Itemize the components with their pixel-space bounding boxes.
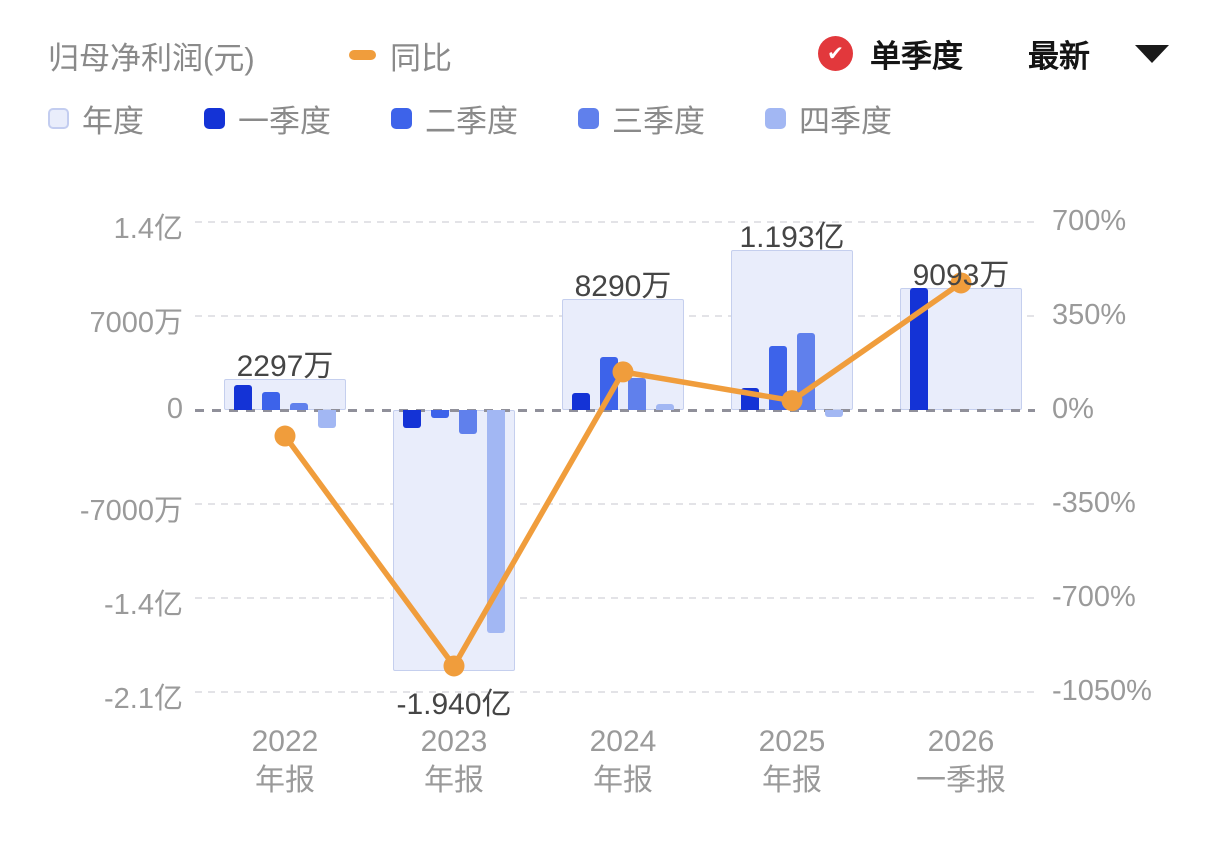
x-axis-year: 2023 (420, 725, 488, 758)
legend-item-q2[interactable]: 二季度 (391, 96, 518, 141)
gridline (195, 221, 1035, 223)
quarter-bar-q1[interactable] (403, 410, 421, 429)
legend-swatch (204, 108, 225, 129)
legend-label: 四季度 (799, 104, 892, 139)
right-axis-tick: -350% (1052, 487, 1136, 519)
quarter-bar-q3[interactable] (290, 402, 308, 410)
right-axis-tick: 700% (1052, 205, 1127, 237)
series-legend: 年度 一季度 二季度 三季度 四季度 (48, 96, 892, 141)
left-axis-tick: -2.1亿 (104, 683, 183, 715)
x-axis-label: 2023 年报 (364, 722, 544, 800)
latest-dropdown[interactable]: 最新 (1028, 31, 1169, 76)
quarter-bar-q1[interactable] (234, 384, 252, 410)
quarter-bar-q2[interactable] (262, 391, 280, 410)
quarter-bar-q4[interactable] (825, 410, 843, 418)
yoy-line-legend-label: 同比 (390, 41, 452, 76)
right-axis-tick: 350% (1052, 299, 1127, 331)
latest-label: 最新 (1028, 39, 1090, 74)
annual-bar[interactable] (731, 249, 853, 410)
legend-swatch (578, 108, 599, 129)
left-axis-tick: 0 (166, 393, 183, 425)
x-axis-label: 2024 年报 (533, 722, 713, 800)
left-axis-tick: 7000万 (89, 307, 183, 339)
annual-value-label: 8290万 (574, 269, 672, 303)
x-axis-period: 年报 (762, 764, 822, 797)
legend-swatch (391, 108, 412, 129)
x-axis-label: 2026 一季报 (871, 722, 1051, 800)
right-axis-tick: 0% (1052, 393, 1094, 425)
quarter-bar-q3[interactable] (459, 410, 477, 435)
x-axis-period: 年报 (255, 764, 315, 797)
legend-item-annual[interactable]: 年度 (48, 96, 144, 141)
legend-item-q3[interactable]: 三季度 (578, 96, 705, 141)
quarter-bar-q1[interactable] (741, 387, 759, 410)
quarter-bar-q4[interactable] (656, 404, 674, 410)
x-axis-period: 年报 (424, 764, 484, 797)
right-axis-tick: -700% (1052, 581, 1136, 613)
quarter-bar-q1[interactable] (572, 392, 590, 410)
gridline (195, 503, 1035, 505)
quarter-bar-q4[interactable] (487, 410, 505, 633)
gridline (195, 597, 1035, 599)
annual-value-label: 9093万 (912, 258, 1010, 292)
quarter-bar-q3[interactable] (797, 333, 815, 410)
annual-value-label: 1.193亿 (739, 220, 845, 254)
chart-title: 归母净利润(元) (48, 41, 255, 76)
red-check-icon: ✔ (818, 36, 853, 71)
quarter-bar-q2[interactable] (600, 356, 618, 410)
legend-label: 三季度 (612, 104, 705, 139)
legend-swatch (765, 108, 786, 129)
x-axis-label: 2025 年报 (702, 722, 882, 800)
x-axis-year: 2022 (251, 725, 319, 758)
legend-label: 二季度 (425, 104, 518, 139)
legend-item-q1[interactable]: 一季度 (204, 96, 331, 141)
yoy-line-legend-icon (349, 50, 376, 60)
left-axis-tick: -1.4亿 (104, 589, 183, 621)
yoy-data-point[interactable] (274, 425, 296, 447)
caret-down-icon (1135, 44, 1169, 63)
x-axis-year: 2024 (589, 725, 657, 758)
x-axis-year: 2025 (758, 725, 826, 758)
quarter-bar-q3[interactable] (628, 378, 646, 410)
right-axis-tick: -1050% (1052, 675, 1152, 707)
x-axis-period: 一季报 (916, 764, 1006, 797)
legend-swatch (48, 108, 69, 129)
legend-label: 年度 (82, 104, 144, 139)
single-quarter-option[interactable]: ✔ 单季度 (818, 31, 963, 76)
x-axis-label: 2022 年报 (195, 722, 375, 800)
checkmark-icon: ✔ (827, 42, 844, 65)
quarter-bar-q1[interactable] (910, 287, 928, 410)
legend-item-q4[interactable]: 四季度 (765, 96, 892, 141)
x-axis-period: 年报 (593, 764, 653, 797)
quarter-bar-q2[interactable] (769, 346, 787, 410)
annual-value-label: 2297万 (236, 350, 334, 384)
gridline (195, 691, 1035, 693)
left-axis-tick: -7000万 (79, 495, 183, 527)
x-axis-year: 2026 (927, 725, 995, 758)
legend-label: 一季度 (238, 104, 331, 139)
annual-value-label: -1.940亿 (396, 687, 512, 721)
left-axis-tick: 1.4亿 (113, 213, 183, 245)
quarter-bar-q2[interactable] (431, 410, 449, 419)
quarter-bar-q4[interactable] (318, 410, 336, 429)
single-quarter-label: 单季度 (870, 39, 963, 74)
